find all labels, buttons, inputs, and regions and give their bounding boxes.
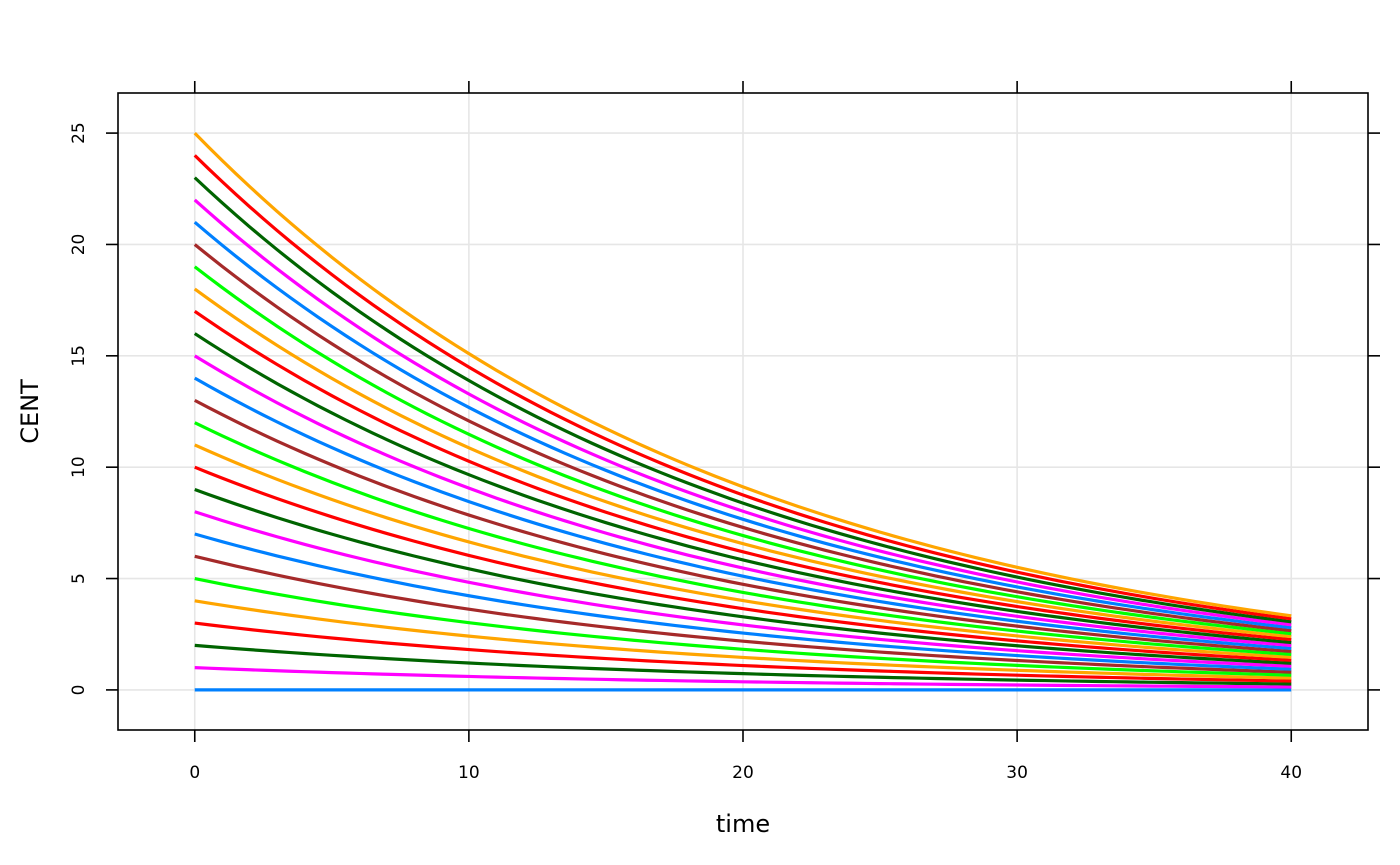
- x-tick-label: 0: [189, 763, 200, 783]
- series-line-10: [194, 487, 1292, 665]
- axis-ticks: 0 10 20 30 40 0 5 10 15 20 25: [69, 81, 1380, 783]
- series-line-15: [193, 376, 1292, 651]
- x-tick-label: 30: [1006, 763, 1028, 783]
- series-line-11: [194, 465, 1292, 662]
- series-line-17: [193, 332, 1292, 645]
- x-tick-label: 20: [732, 763, 754, 783]
- y-tick-label: 5: [69, 573, 89, 584]
- series-line-5: [194, 599, 1292, 680]
- series-line-12: [194, 443, 1292, 659]
- series-line-19: [193, 287, 1292, 639]
- series-line-9: [194, 510, 1292, 668]
- series-line-7: [194, 554, 1292, 674]
- y-tick-label: 15: [69, 345, 89, 367]
- y-tick-label: 20: [69, 234, 89, 256]
- series-line-16: [193, 354, 1292, 648]
- x-tick-label: 10: [458, 763, 480, 783]
- series-line-2: [194, 666, 1292, 689]
- series-line-26: [193, 131, 1292, 618]
- series-line-13: [194, 421, 1292, 656]
- series-lines: [193, 131, 1292, 692]
- series-line-18: [193, 309, 1292, 642]
- series-line-4: [194, 621, 1292, 683]
- series-line-24: [193, 176, 1292, 624]
- series-line-8: [194, 532, 1292, 671]
- series-line-6: [194, 576, 1292, 677]
- series-line-23: [193, 198, 1292, 627]
- y-tick-label: 10: [69, 456, 89, 478]
- series-line-25: [193, 154, 1292, 621]
- series-line-20: [193, 265, 1292, 636]
- x-tick-label: 40: [1280, 763, 1302, 783]
- series-line-3: [194, 643, 1292, 686]
- y-axis-title: CENT: [16, 379, 44, 444]
- series-line-14: [194, 398, 1292, 653]
- y-tick-label: 0: [69, 684, 89, 695]
- x-axis-title: time: [716, 810, 770, 838]
- y-tick-label: 25: [69, 122, 89, 144]
- series-line-22: [193, 220, 1292, 630]
- series-line-21: [193, 243, 1292, 633]
